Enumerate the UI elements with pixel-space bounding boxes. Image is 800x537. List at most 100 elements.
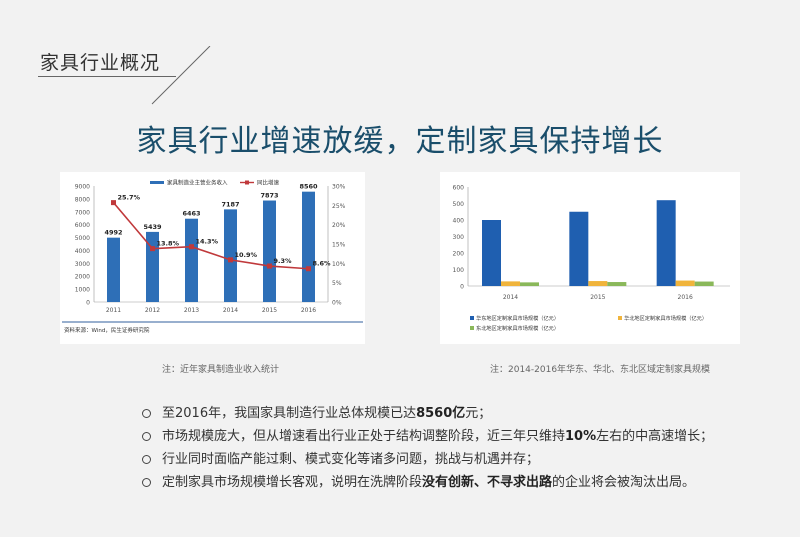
bullet-text: 至2016年，我国家具制造行业总体规模已达 [162, 406, 417, 421]
revenue-bar [146, 231, 159, 302]
revenue-bar [224, 209, 237, 302]
revenue-bar-label: 7187 [221, 200, 239, 208]
revenue-bar-label: 5439 [143, 223, 162, 231]
bullet-item: 定制家具市场规模增长客观，说明在洗牌阶段没有创新、不寻求出路的企业将会被淘汰出局… [140, 471, 780, 494]
left-tick-label: 4000 [75, 248, 90, 255]
page-headline: 家具行业增速放缓，定制家具保持增长 [136, 124, 664, 159]
section-title: 家具行业概况 [40, 52, 161, 74]
growth-point [267, 263, 272, 269]
legend-label-growth: 同比增速 [257, 179, 280, 187]
left-tick-label: 9000 [75, 184, 90, 191]
right-tick-label: 30% [332, 184, 346, 191]
growth-point-label: 9.3% [274, 257, 293, 265]
revenue-bar-label: 7873 [260, 192, 278, 200]
x-tick-label: 2016 [301, 307, 316, 314]
region-bar [607, 282, 627, 286]
growth-point [111, 200, 116, 206]
region-bar [569, 211, 589, 286]
bullet-text: 定制家具市场规模增长客观，说明在洗牌阶段 [162, 475, 423, 490]
decorative-slash [151, 46, 211, 105]
legend-swatch [470, 326, 474, 330]
growth-point [189, 244, 194, 250]
revenue-bar [302, 191, 315, 302]
legend-label-revenue: 家具制造业主营业务收入 [167, 179, 228, 187]
revenue-bar [263, 200, 276, 302]
revenue-bar-label: 6463 [182, 210, 200, 218]
bullet-circle-icon [142, 432, 151, 441]
growth-point-label: 10.9% [235, 251, 258, 259]
right-tick-label: 5% [332, 280, 342, 287]
bullet-text: 市场规模庞大，但从增速看出行业正处于结构调整阶段，近三年只维持 [162, 429, 566, 444]
right-tick-label: 15% [332, 242, 346, 249]
left-tick-label: 0 [86, 300, 90, 307]
y-tick-label: 600 [453, 185, 465, 192]
left-tick-label: 7000 [75, 209, 90, 216]
right-tick-label: 10% [332, 261, 346, 268]
bullet-text: 行业同时面临产能过剩、模式变化等诸多问题，挑战与机遇并存； [162, 452, 540, 467]
left-tick-label: 2000 [75, 274, 90, 281]
legend-marker-growth [245, 180, 249, 185]
y-tick-label: 500 [453, 201, 465, 208]
legend-label: 华东地区定制家具市场规模（亿元） [476, 314, 559, 322]
bullet-circle-icon [142, 455, 151, 464]
growth-point-label: 13.8% [157, 240, 180, 248]
right-tick-label: 20% [332, 222, 346, 229]
bullet-item: 市场规模庞大，但从增速看出行业正处于结构调整阶段，近三年只维持10%左右的中高速… [140, 425, 780, 448]
growth-point-label: 14.3% [196, 238, 219, 246]
region-bar [588, 281, 608, 286]
y-tick-label: 200 [453, 251, 465, 258]
x-tick-label: 2016 [678, 294, 693, 301]
bullet-circle-icon [142, 409, 151, 418]
source-note: 资料来源：Wind，民生证券研究院 [64, 326, 150, 334]
growth-point [306, 266, 311, 272]
x-tick-label: 2015 [590, 294, 605, 301]
regional-custom-furniture-chart: 0 100 200 300 400 500 600 2014 2015 2016 华东地区定制家具市… [440, 172, 740, 344]
bullet-highlight: 10% [565, 429, 597, 444]
legend-swatch [470, 316, 474, 320]
right-tick-label: 0% [332, 300, 342, 307]
growth-point [228, 257, 233, 263]
left-tick-label: 1000 [75, 287, 90, 294]
left-chart-caption: 注：近年家具制造业收入统计 [162, 365, 280, 375]
y-tick-label: 300 [453, 234, 465, 241]
legend-swatch-revenue [150, 181, 164, 184]
x-tick-label: 2014 [223, 307, 238, 314]
bullet-text: 左右的中高速增长； [596, 429, 714, 444]
left-tick-label: 3000 [75, 261, 90, 268]
region-bar [501, 281, 520, 286]
bullet-text: 元； [465, 406, 492, 421]
legend-label: 东北地区定制家具市场规模（亿元） [476, 324, 559, 332]
revenue-bar-label: 8560 [299, 183, 318, 191]
revenue-growth-chart: 0 1000 2000 3000 4000 5000 6000 7000 8000 9000 0% 5… [60, 172, 365, 344]
growth-point-label: 8.6% [313, 260, 332, 268]
x-tick-label: 2012 [145, 307, 160, 314]
right-chart-caption: 注：2014-2016年华东、华北、东北区域定制家具规模 [490, 365, 711, 375]
growth-point-label: 25.7% [118, 194, 141, 202]
summary-bullet-list: 至2016年，我国家具制造行业总体规模已达8560亿元； 市场规模庞大，但从增速… [140, 402, 780, 494]
bullet-text: 的企业将会被淘汰出局。 [552, 475, 696, 490]
bullet-highlight: 没有创新、不寻求出路 [422, 475, 553, 490]
y-tick-label: 0 [460, 284, 464, 291]
x-tick-label: 2015 [262, 307, 277, 314]
left-tick-label: 8000 [75, 196, 90, 203]
bullet-highlight: 8560亿 [416, 406, 466, 421]
left-tick-label: 5000 [75, 235, 90, 242]
region-bar [520, 282, 539, 286]
y-tick-label: 400 [453, 218, 465, 225]
region-bar [694, 281, 714, 286]
revenue-bar-label: 4992 [104, 229, 122, 237]
y-tick-label: 100 [453, 267, 465, 274]
growth-point [150, 246, 155, 252]
revenue-bar [107, 237, 120, 302]
legend-swatch [618, 316, 622, 320]
bullet-item: 行业同时面临产能过剩、模式变化等诸多问题，挑战与机遇并存； [140, 448, 780, 471]
revenue-bar [185, 218, 198, 302]
legend-label: 华北地区定制家具市场规模（亿元） [624, 314, 707, 322]
x-tick-label: 2011 [106, 307, 121, 314]
x-tick-label: 2013 [184, 307, 199, 314]
right-tick-label: 25% [332, 203, 346, 210]
bullet-item: 至2016年，我国家具制造行业总体规模已达8560亿元； [140, 402, 780, 425]
bullet-circle-icon [142, 478, 151, 487]
section-divider [38, 76, 176, 77]
region-bar [675, 280, 695, 286]
